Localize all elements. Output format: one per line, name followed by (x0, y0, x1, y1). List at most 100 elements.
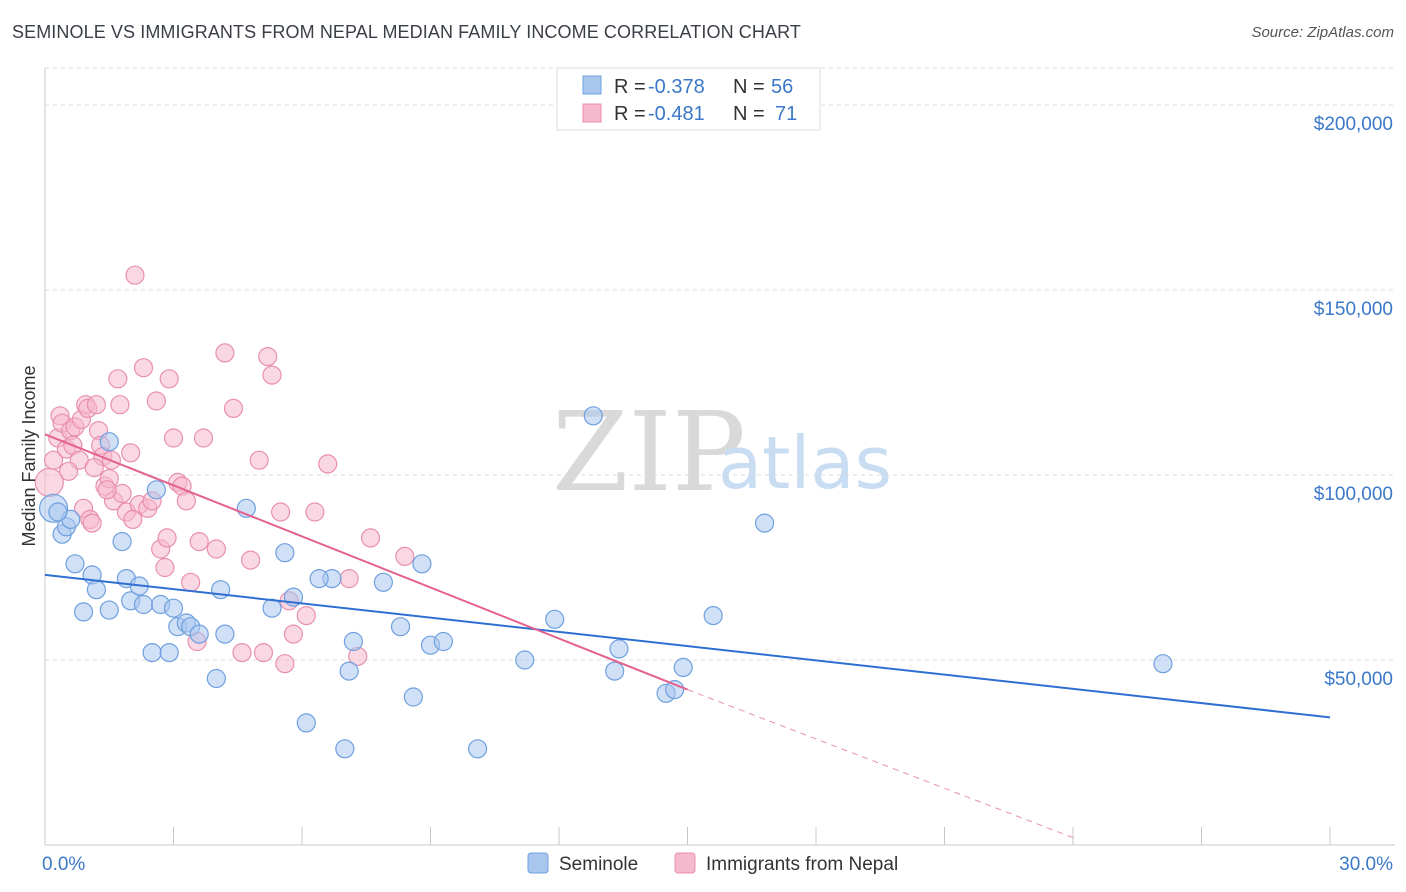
x-tick-label-max: 30.0% (1339, 854, 1393, 875)
seminole-point (99, 600, 119, 620)
seminole-point (545, 609, 565, 629)
nepal-point (258, 347, 278, 367)
legend-swatch-nepal (582, 103, 602, 123)
chart-title: SEMINOLE VS IMMIGRANTS FROM NEPAL MEDIAN… (12, 22, 801, 42)
watermark-atlas: atlas (718, 421, 892, 505)
nepal-point (43, 450, 64, 470)
seminole-point (609, 639, 629, 659)
nepal-point (84, 458, 104, 478)
seminole-point (86, 580, 107, 600)
nepal-point (262, 365, 282, 385)
seminole-point (73, 602, 94, 622)
x-tick-label-min: 0.0% (42, 854, 85, 875)
legend-r-value-seminole: -0.378 (648, 76, 705, 98)
seminole-point (163, 598, 184, 618)
seminole-point (468, 739, 488, 759)
seminole-point (275, 543, 295, 563)
y-tick-label: $50,000 (1324, 669, 1393, 690)
seminole-point (335, 739, 355, 759)
watermark-zip: ZIP (552, 388, 746, 516)
seminole-point (339, 661, 359, 681)
nepal-point (58, 461, 79, 481)
tick-labels: $50,000 $100,000 $150,000 $200,000 0.0% 30.0% (42, 114, 1393, 875)
legend-n-value-nepal: 71 (775, 103, 797, 125)
nepal-point (275, 654, 295, 674)
nepal-point (189, 531, 209, 552)
legend-r-value-nepal: -0.481 (648, 103, 705, 125)
seminole-points (38, 406, 1173, 759)
bottom-legend-label-seminole: Seminole (559, 854, 638, 875)
nepal-point (97, 480, 117, 500)
seminole-point (215, 624, 235, 644)
nepal-point (283, 624, 304, 644)
nepal-point (318, 454, 338, 474)
nepal-point (176, 491, 196, 511)
nepal-point (159, 369, 179, 389)
seminole-point (99, 432, 119, 452)
seminole-point (673, 657, 693, 678)
nepal-point (305, 502, 325, 522)
seminole-point (412, 554, 432, 574)
seminole-point (754, 513, 775, 533)
nepal-point (133, 358, 154, 378)
seminole-point (206, 668, 226, 689)
nepal-point (296, 605, 316, 626)
seminole-point (142, 642, 162, 663)
y-tick-label: $200,000 (1314, 114, 1393, 135)
nepal-point (339, 568, 359, 589)
nepal-point (125, 265, 145, 285)
nepal-point (360, 528, 381, 548)
seminole-point (1153, 654, 1173, 674)
nepal-point (241, 550, 261, 570)
legend-r-label-nepal: R = (614, 103, 646, 125)
nepal-point (121, 443, 141, 463)
seminole-point (159, 642, 179, 663)
nepal-point (253, 642, 274, 663)
nepal-point (181, 572, 201, 592)
nepal-point (215, 343, 235, 363)
seminole-point (133, 594, 154, 615)
nepal-point (155, 557, 175, 578)
gridlines (45, 67, 1395, 661)
nepal-point (146, 391, 166, 411)
legend-n-label-seminole: N = (733, 76, 765, 98)
nepal-point (123, 509, 143, 530)
nepal-point (223, 398, 244, 418)
seminole-point (665, 679, 685, 700)
seminole-point (403, 687, 423, 707)
seminole-point (48, 502, 68, 522)
y-tick-label: $150,000 (1314, 299, 1393, 320)
series-legend: Seminole Immigrants from Nepal (527, 852, 898, 875)
seminole-point (296, 713, 316, 733)
seminole-point (65, 554, 85, 574)
y-axis-label: Median Family Income (19, 365, 39, 546)
nepal-point (86, 395, 107, 415)
nepal-trend-line (44, 433, 688, 691)
axes (44, 68, 1395, 846)
nepal-point (395, 546, 415, 567)
seminole-point (605, 661, 625, 681)
nepal-point (232, 642, 252, 663)
legend-r-label-seminole: R = (614, 76, 646, 98)
y-tick-label: $100,000 (1314, 484, 1393, 505)
nepal-point (82, 513, 102, 533)
nepal-point (163, 428, 184, 448)
legend-swatch-seminole (582, 75, 602, 95)
seminole-point (112, 531, 132, 552)
nepal-trend-extension (687, 689, 1074, 839)
nepal-point (108, 369, 128, 389)
legend-n-label-nepal: N = (733, 103, 765, 125)
seminole-point (703, 605, 723, 626)
seminole-point (583, 406, 603, 426)
nepal-point (249, 450, 269, 470)
legend-n-value-seminole: 56 (771, 76, 793, 98)
seminole-point (343, 631, 363, 652)
nepal-point (110, 395, 130, 415)
trend-lines (44, 433, 1331, 839)
nepal-point (193, 428, 214, 448)
nepal-point (157, 528, 177, 548)
nepal-point (270, 502, 291, 522)
bottom-legend-swatch-seminole (527, 852, 549, 874)
seminole-trend-line (44, 573, 1331, 719)
